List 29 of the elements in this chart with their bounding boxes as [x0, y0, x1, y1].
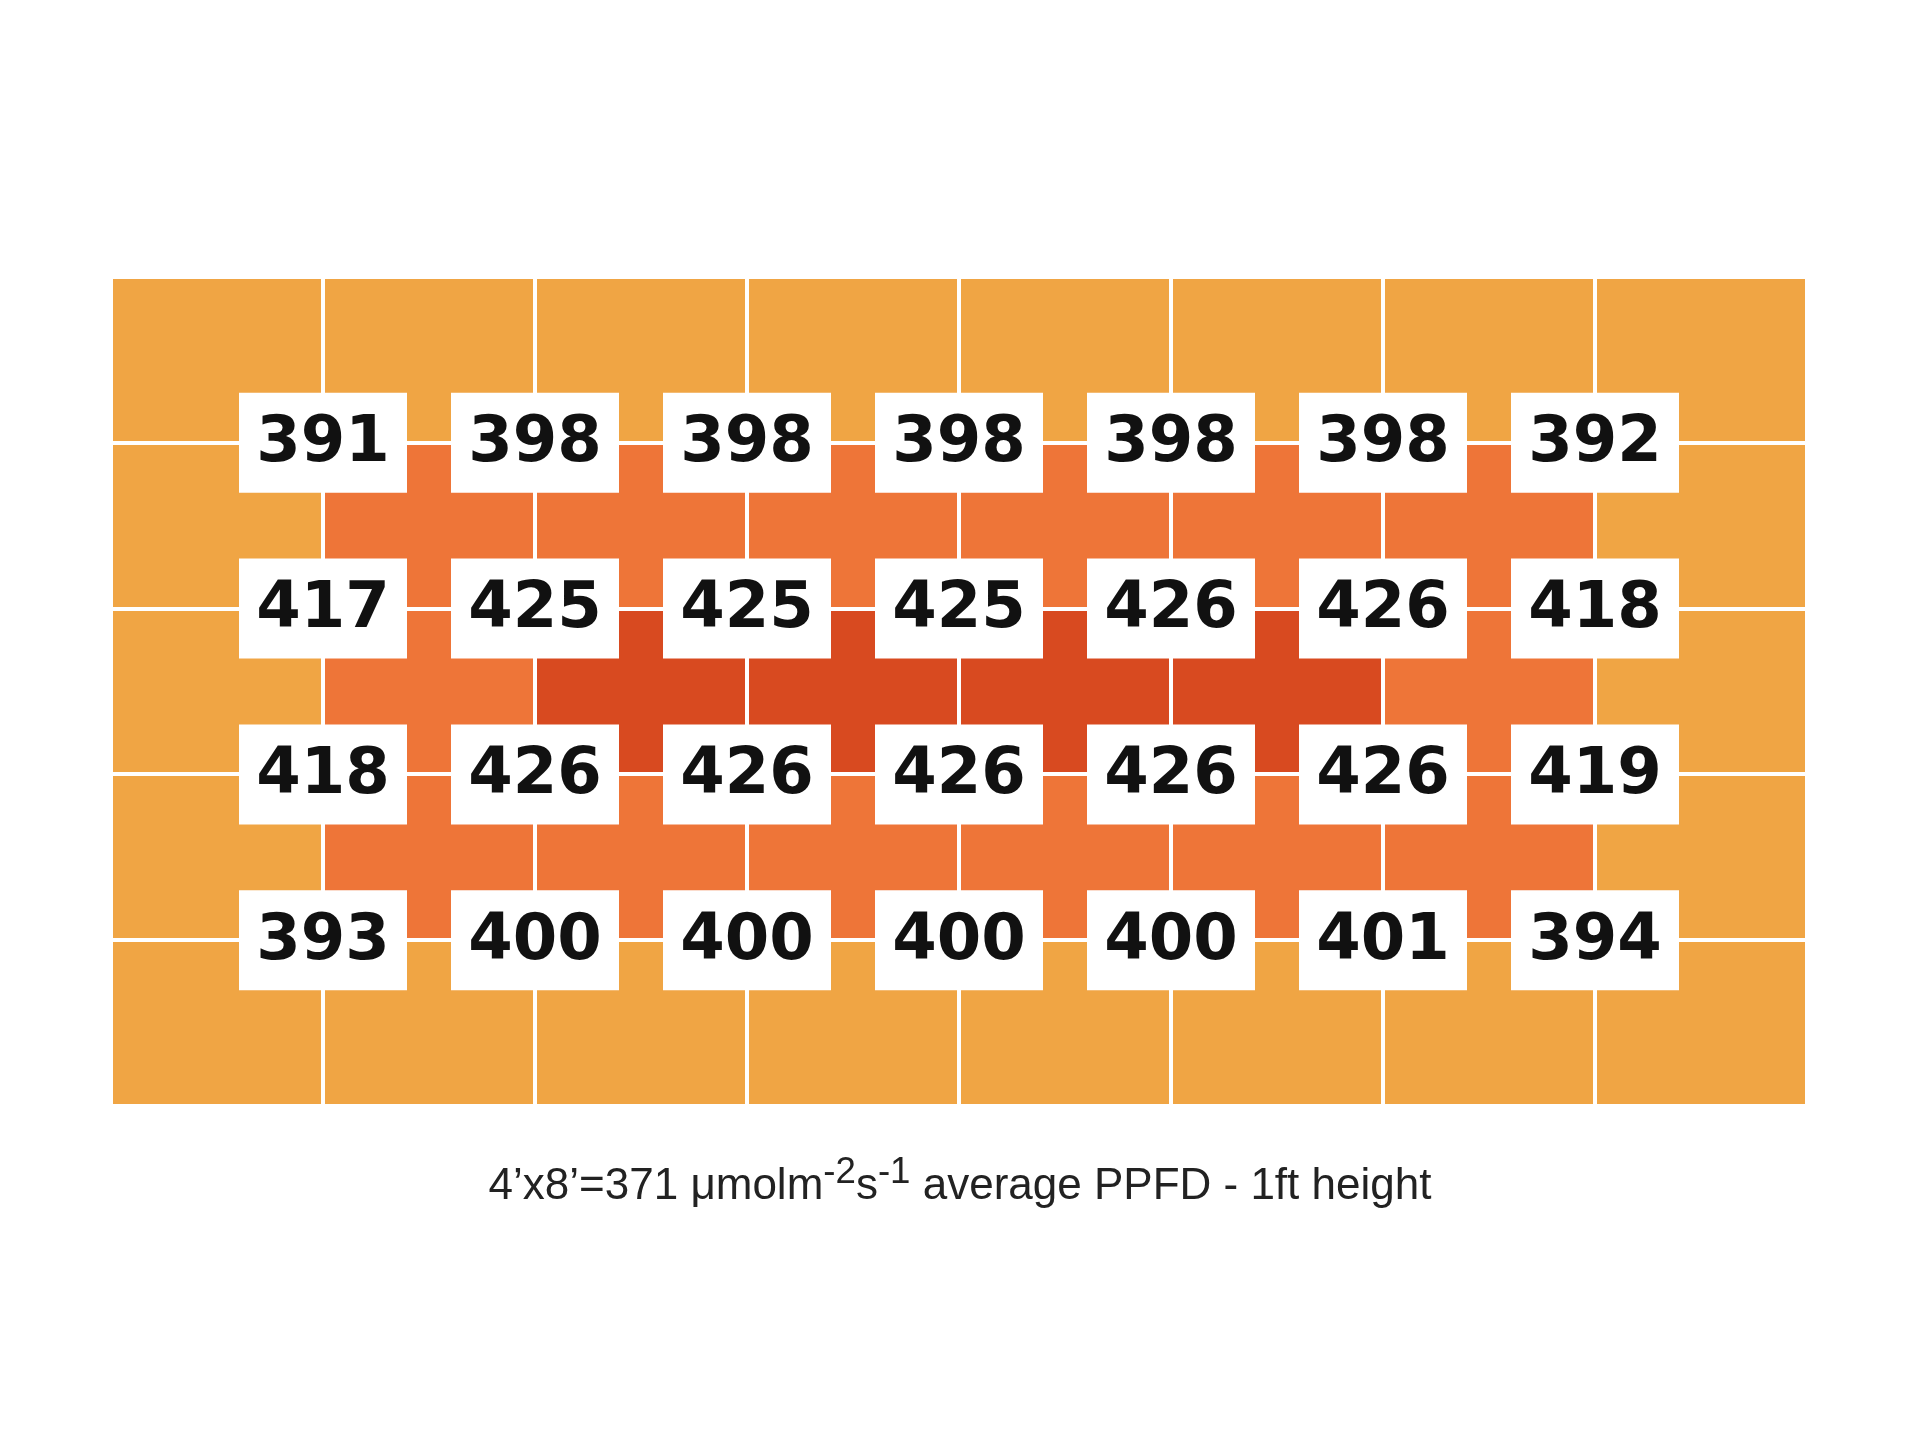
data-label: 400: [468, 899, 602, 974]
data-label: 425: [680, 568, 814, 643]
data-label: 426: [680, 734, 814, 809]
data-label: 398: [892, 402, 1026, 477]
data-label: 418: [1528, 568, 1662, 643]
data-label: 400: [892, 899, 1026, 974]
data-label: 417: [256, 568, 390, 643]
data-label: 425: [892, 568, 1026, 643]
data-label: 426: [468, 734, 602, 809]
data-label: 426: [1316, 734, 1450, 809]
data-label: 426: [1316, 568, 1450, 643]
data-label: 426: [1104, 568, 1238, 643]
data-label: 398: [468, 402, 602, 477]
data-label: 398: [680, 402, 814, 477]
data-label: 426: [1104, 734, 1238, 809]
data-label: 391: [256, 402, 390, 477]
data-label: 419: [1528, 734, 1662, 809]
data-label: 393: [256, 899, 390, 974]
data-label: 426: [892, 734, 1026, 809]
data-label: 401: [1316, 899, 1450, 974]
data-label: 398: [1104, 402, 1238, 477]
data-label: 418: [256, 734, 390, 809]
data-label: 398: [1316, 402, 1450, 477]
data-label: 394: [1528, 899, 1662, 974]
data-label: 400: [680, 899, 814, 974]
data-label: 400: [1104, 899, 1238, 974]
text: 4’x8’=371 μmolm$^{-2}$s$^{-1}$ average PPFD - 1ft height: [487, 1150, 1433, 1209]
data-label: 425: [468, 568, 602, 643]
data-label: 392: [1528, 402, 1662, 477]
